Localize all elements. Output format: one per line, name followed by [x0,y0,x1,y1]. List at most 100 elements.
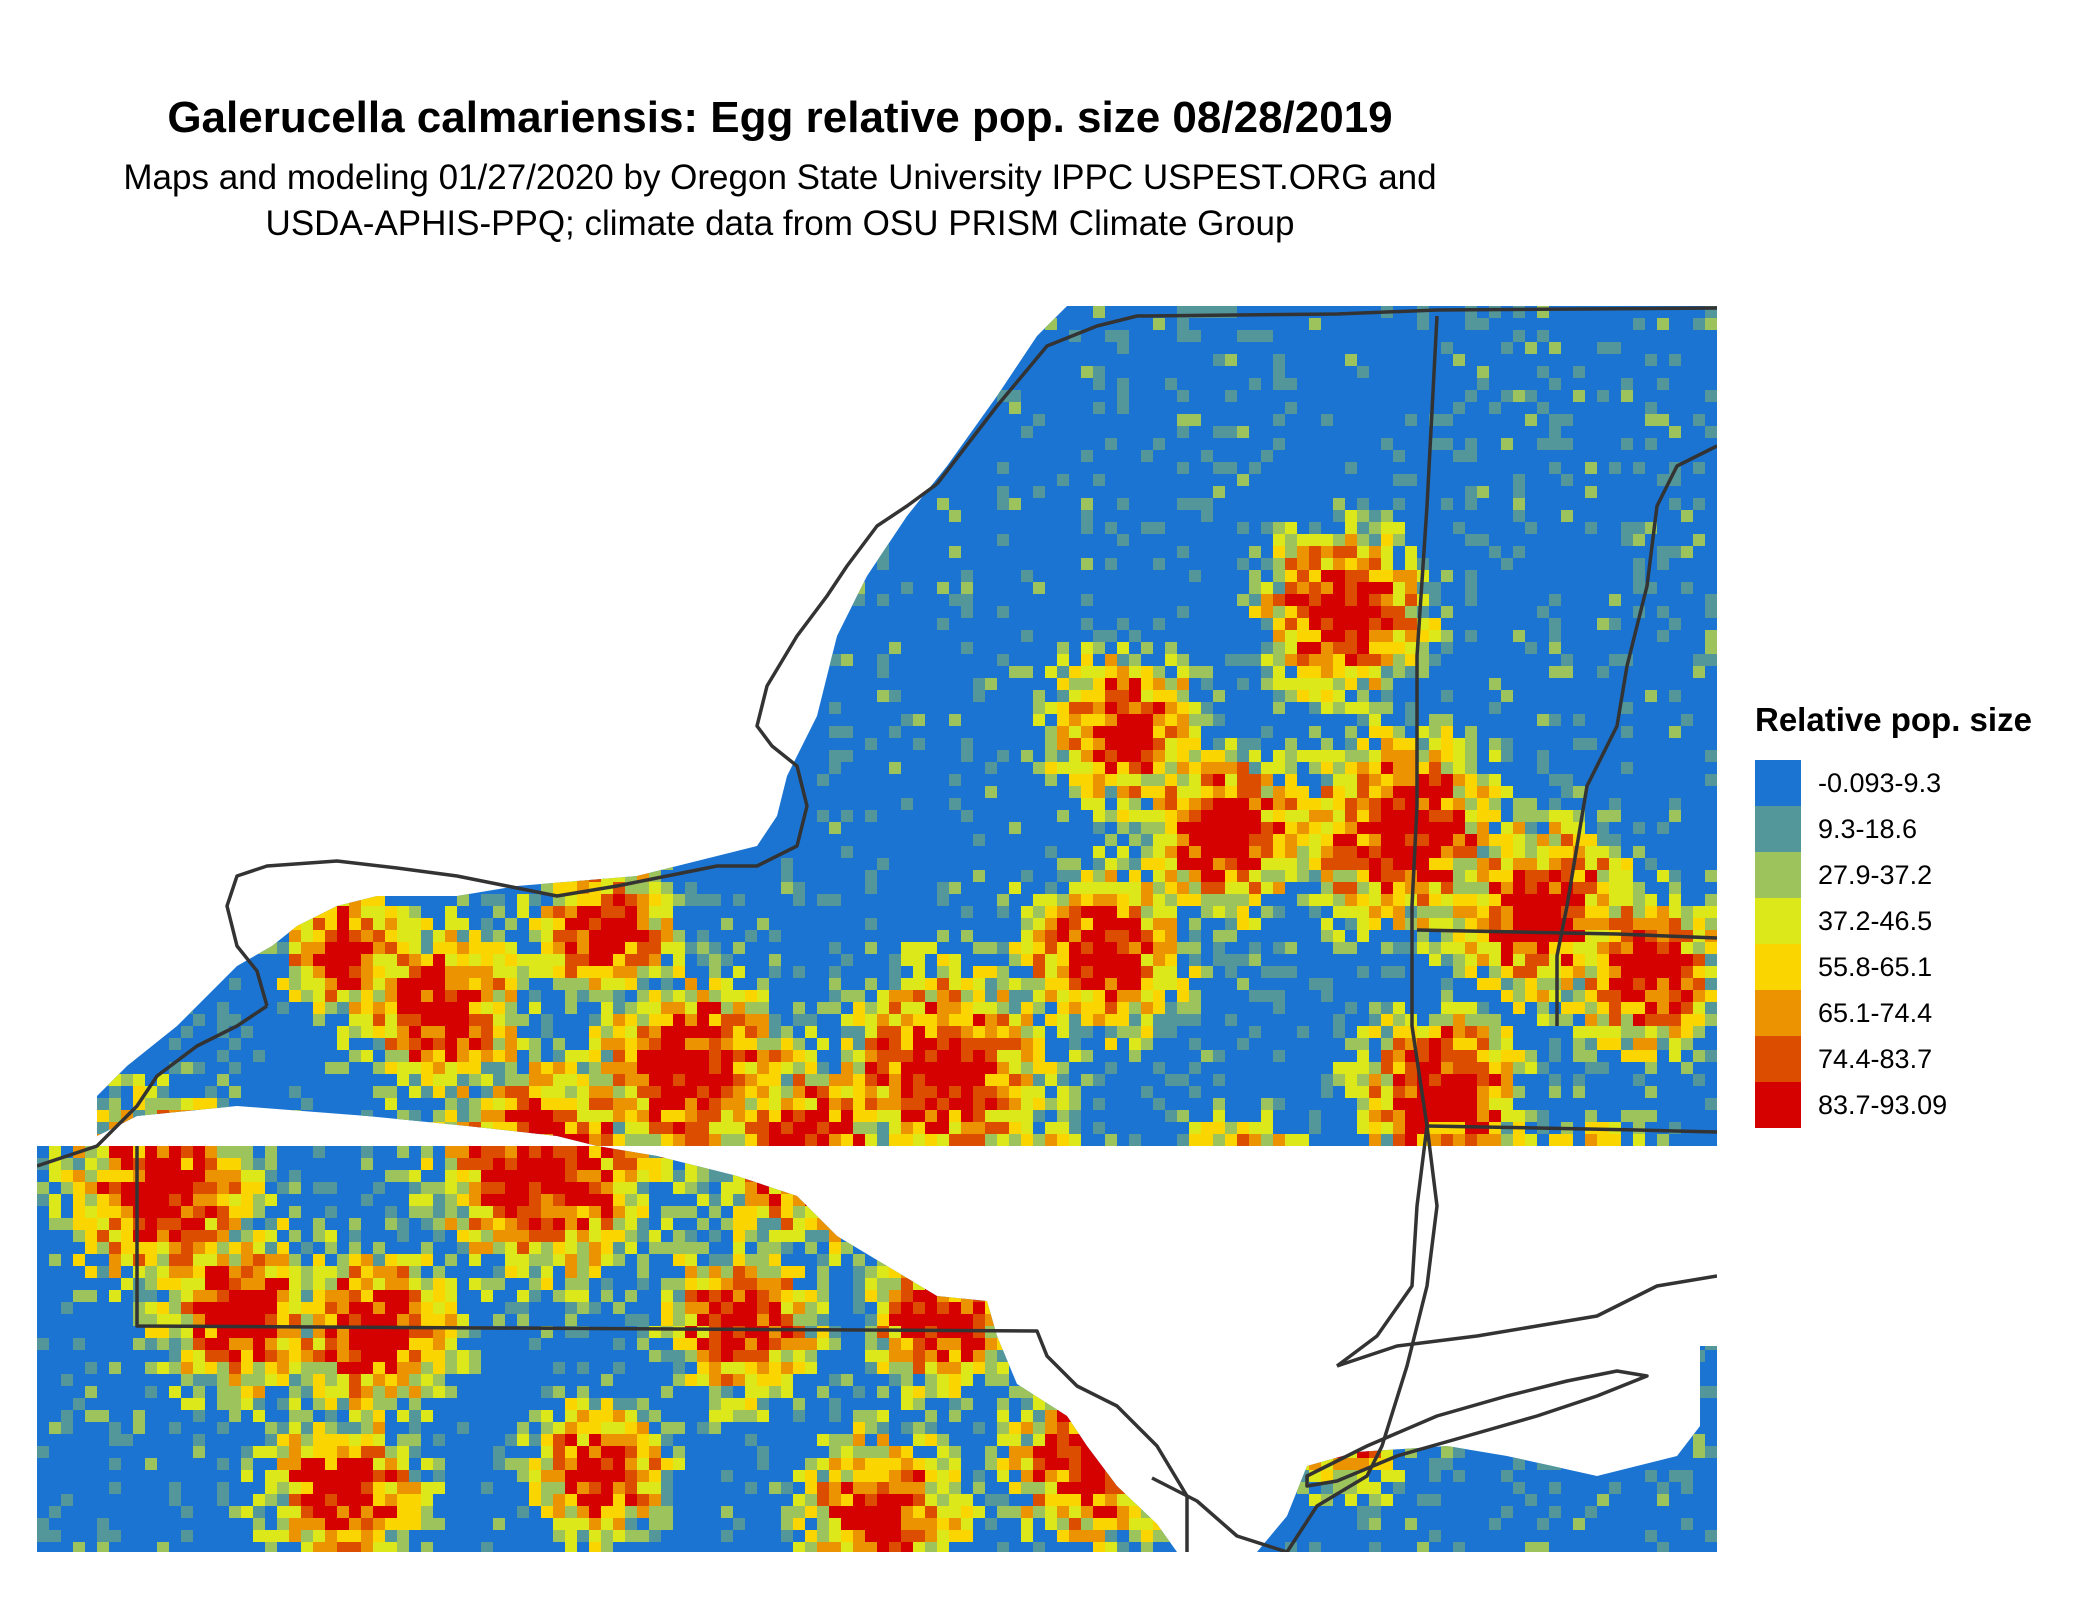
raster-cell [265,1290,277,1302]
raster-cell [1453,870,1465,882]
raster-cell [1165,966,1177,978]
raster-cell [1081,1254,1093,1266]
raster-cell [1429,918,1441,930]
raster-cell [1585,1014,1597,1026]
raster-cell [301,498,313,510]
raster-cell [421,822,433,834]
raster-cell [721,954,733,966]
raster-cell [733,1170,745,1182]
raster-cell [841,1050,853,1062]
raster-cell [1357,966,1369,978]
raster-cell [1045,978,1057,990]
raster-cell [1069,1218,1081,1230]
raster-cell [61,1302,73,1314]
raster-cell [1597,858,1609,870]
raster-cell [637,438,649,450]
raster-cell [601,1146,613,1158]
raster-cell [829,1134,841,1146]
raster-cell [961,570,973,582]
raster-cell [1705,318,1717,330]
raster-cell [949,1110,961,1122]
raster-cell [697,930,709,942]
raster-cell [505,558,517,570]
raster-cell [1021,426,1033,438]
raster-cell [1045,738,1057,750]
raster-cell [253,750,265,762]
raster-cell [553,978,565,990]
raster-cell [1441,690,1453,702]
raster-cell [829,942,841,954]
raster-cell [865,1290,877,1302]
raster-cell [1273,1302,1285,1314]
raster-cell [1105,858,1117,870]
raster-cell [1585,1134,1597,1146]
raster-cell [721,1098,733,1110]
raster-cell [361,918,373,930]
raster-cell [229,1254,241,1266]
raster-cell [1093,762,1105,774]
raster-cell [577,1266,589,1278]
raster-cell [1381,558,1393,570]
raster-cell [613,378,625,390]
raster-cell [961,1002,973,1014]
raster-cell [1333,534,1345,546]
raster-cell [385,810,397,822]
raster-cell [985,1218,997,1230]
raster-cell [745,990,757,1002]
raster-cell [85,1158,97,1170]
raster-cell [925,978,937,990]
raster-cell [1057,906,1069,918]
raster-cell [601,1290,613,1302]
raster-cell [1129,930,1141,942]
raster-cell [1261,1110,1273,1122]
raster-cell [1333,846,1345,858]
raster-cell [1069,714,1081,726]
raster-cell [1597,930,1609,942]
raster-cell [397,954,409,966]
raster-cell [649,450,661,462]
raster-cell [1309,810,1321,822]
raster-cell [1357,618,1369,630]
raster-cell [1297,1026,1309,1038]
raster-cell [1309,870,1321,882]
raster-cell [1477,978,1489,990]
raster-cell [577,870,589,882]
raster-cell [1117,666,1129,678]
raster-cell [1477,810,1489,822]
raster-cell [1453,1050,1465,1062]
raster-cell [1501,858,1513,870]
raster-cell [1513,510,1525,522]
raster-cell [565,450,577,462]
raster-cell [613,1242,625,1254]
raster-cell [1429,834,1441,846]
raster-cell [817,642,829,654]
raster-cell [625,906,637,918]
raster-cell [1369,1110,1381,1122]
raster-cell [1525,966,1537,978]
raster-cell [1045,966,1057,978]
raster-cell [1057,654,1069,666]
raster-cell [973,1218,985,1230]
raster-cell [781,1230,793,1242]
raster-cell [181,1230,193,1242]
raster-cell [73,1218,85,1230]
raster-cell [1117,1014,1129,1026]
raster-cell [661,1014,673,1026]
raster-cell [157,1218,169,1230]
raster-cell [649,642,661,654]
raster-cell [1093,750,1105,762]
raster-cell [1225,1146,1237,1158]
raster-cell [1441,414,1453,426]
raster-cell [1213,810,1225,822]
raster-cell [889,462,901,474]
raster-cell [1453,1014,1465,1026]
raster-cell [541,870,553,882]
raster-cell [1117,702,1129,714]
raster-cell [709,966,721,978]
raster-cell [1405,630,1417,642]
raster-cell [1537,990,1549,1002]
raster-cell [757,486,769,498]
raster-cell [1441,834,1453,846]
raster-cell [169,1266,181,1278]
raster-cell [505,978,517,990]
